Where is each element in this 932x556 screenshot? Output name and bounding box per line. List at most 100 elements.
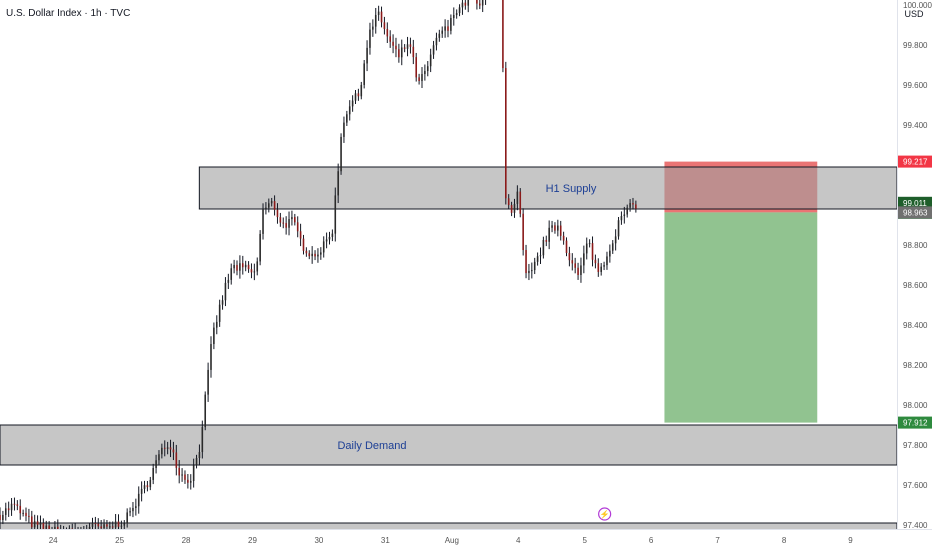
candle-body [380,11,383,23]
candle-body [155,460,157,469]
candle-body [519,191,522,214]
candle-body [201,427,204,453]
candle-body [392,41,394,46]
candle-body [461,2,464,8]
candle-body [294,217,296,223]
candle-body [39,523,42,525]
price-badge-target [898,416,932,429]
candle-body [311,253,313,257]
candle-body [308,253,311,257]
candle-body [146,485,149,488]
candle-body [611,243,614,251]
candle-body [568,252,571,261]
candle-body [181,474,183,476]
candle-body [522,213,524,251]
candle-body [91,523,94,527]
candle-body [250,269,253,273]
candle-body [383,22,386,29]
candle-body [354,93,357,101]
symbol-title: U.S. Dollar Index · 1h · TVC [6,8,131,19]
time-tick-label-0: 24 [49,536,58,545]
candle-body [591,243,594,260]
position-target-zone [664,212,818,423]
candle-body [253,271,256,273]
candle-body [551,225,553,228]
candle-body [438,33,441,38]
candle-body [285,223,287,228]
candle-body [513,203,516,213]
candle-body [406,44,409,49]
price-badge-entry [898,206,932,219]
candle-body [288,219,290,228]
candle-body [533,261,536,271]
candle-body [103,524,105,529]
price-axis-svg: 100.000 99.800 99.600 99.400 98.800 98.600 98.… [898,1,932,530]
candle-body [635,204,637,209]
candle-body [348,106,351,115]
candle-body [296,222,299,232]
candle-body [580,265,582,275]
candle-body [187,479,189,483]
candle-body [400,47,403,58]
time-tick-label-3: 29 [248,536,257,545]
candle-body [577,267,579,275]
time-axis[interactable]: 24 25 28 29 30 31 Aug 4 5 6 7 8 9 [0,529,932,551]
candle-body [129,511,131,513]
price-tick-label-6: 98.400 [903,321,928,330]
candle-body [149,479,152,488]
candle-body [117,521,120,527]
candle-body [629,203,631,208]
candle-body [403,47,406,49]
candle-body [320,252,322,255]
candle-body [42,523,45,530]
candle-body [531,270,533,272]
price-axis[interactable]: 100.000 99.800 99.600 99.400 98.800 98.600 98.… [897,0,932,530]
candle-body [377,11,380,15]
candle-body [213,327,215,345]
candle-body [19,505,22,514]
candle-body [343,122,345,137]
candle-body [244,264,247,268]
candle-body [450,18,452,31]
candle-body [169,447,172,450]
candle-body [585,243,588,254]
candle-body [279,217,282,223]
price-tick-label-0: 100.000 [903,1,932,10]
candle-body [328,236,331,240]
candle-body [36,521,39,525]
candle-body [30,516,33,528]
candle-body [346,114,348,123]
candle-body [259,233,261,262]
candle-body [507,198,510,206]
candle-body [175,452,178,468]
candle-body [421,74,423,82]
time-tick-label-12: 9 [848,536,853,545]
candle-body [398,49,400,58]
currency-label[interactable]: USD [904,9,924,19]
candle-body [548,227,550,242]
candle-body [409,44,412,47]
candle-body [452,15,455,19]
candle-body [88,526,91,531]
candle-body [302,238,305,251]
candle-body [0,515,1,520]
price-tick-label-9: 97.800 [903,441,928,450]
candle-body [574,263,576,268]
candle-body [270,201,273,204]
candle-body [218,304,221,322]
zone-label-1: H1 Supply [546,183,597,195]
candle-body [620,216,623,221]
time-tick-label-11: 8 [782,536,787,545]
candle-body [262,208,264,234]
candle-body [236,264,238,271]
candle-body [432,45,435,55]
candle-body [192,465,195,481]
candle-body [337,171,339,196]
candle-body [143,485,146,489]
candle-body [606,256,608,266]
candle-body [221,300,224,305]
candle-body [331,233,334,237]
candle-body [111,526,114,528]
